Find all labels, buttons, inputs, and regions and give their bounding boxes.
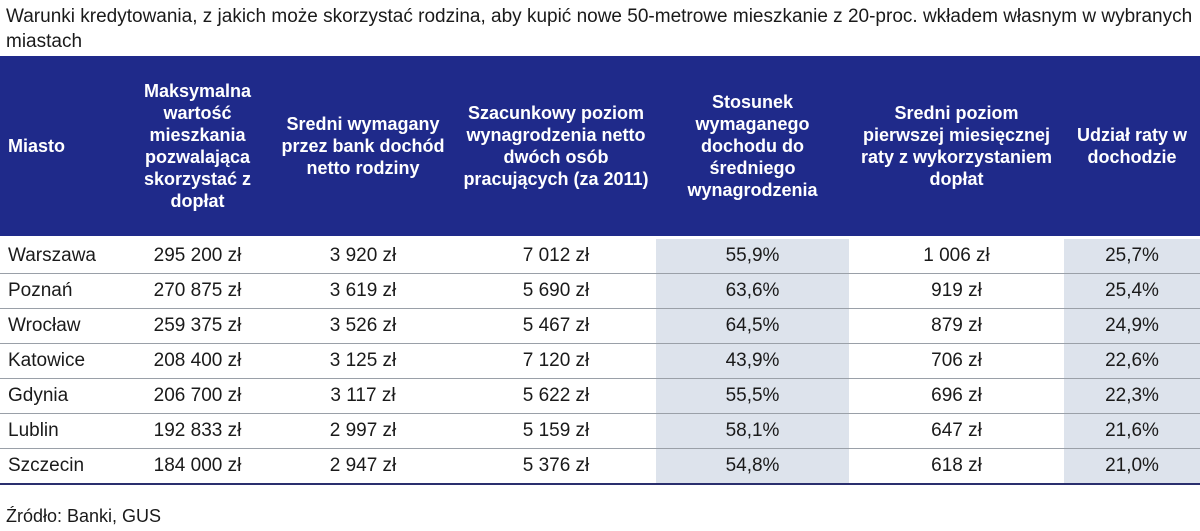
header-first-installment: Sredni poziom pierwszej miesięcznej raty… — [849, 56, 1064, 239]
table-row: Poznań 270 875 zł 3 619 zł 5 690 zł 63,6% 919… — [0, 273, 1200, 309]
cell-required-income: 3 920 zł — [270, 237, 456, 274]
cell-estimated-salary: 5 467 zł — [456, 308, 656, 344]
cell-city: Szczecin — [0, 448, 125, 485]
cell-required-income: 3 125 zł — [270, 343, 456, 379]
header-estimated-salary: Szacunkowy poziom wynagrodzenia netto dw… — [456, 56, 656, 239]
cell-max-value: 295 200 zł — [125, 237, 270, 274]
cell-city: Gdynia — [0, 378, 125, 414]
cell-income-ratio: 55,5% — [656, 378, 849, 414]
cell-required-income: 3 117 zł — [270, 378, 456, 414]
header-max-value: Maksymalna wartość mieszkania pozwalając… — [125, 56, 270, 239]
cell-first-installment: 879 zł — [849, 308, 1064, 344]
cell-city: Poznań — [0, 273, 125, 309]
cell-income-ratio: 58,1% — [656, 413, 849, 449]
cell-installment-share: 21,0% — [1064, 448, 1200, 485]
cell-city: Warszawa — [0, 237, 125, 274]
cell-first-installment: 696 zł — [849, 378, 1064, 414]
source-note: Źródło: Banki, GUS — [6, 506, 162, 526]
cell-city: Lublin — [0, 413, 125, 449]
cell-installment-share: 25,7% — [1064, 237, 1200, 274]
table-row: Katowice 208 400 zł 3 125 zł 7 120 zł 43,9% 7… — [0, 343, 1200, 379]
cell-max-value: 206 700 zł — [125, 378, 270, 414]
table-body: Warszawa 295 200 zł 3 920 zł 7 012 zł 55,9% 1… — [0, 237, 1200, 485]
cell-estimated-salary: 7 120 zł — [456, 343, 656, 379]
cell-max-value: 208 400 zł — [125, 343, 270, 379]
table-row: Warszawa 295 200 zł 3 920 zł 7 012 zł 55,9% 1… — [0, 237, 1200, 274]
cell-installment-share: 24,9% — [1064, 308, 1200, 344]
table-row: Szczecin 184 000 zł 2 947 zł 5 376 zł 54,8% 6… — [0, 448, 1200, 485]
cell-first-installment: 919 zł — [849, 273, 1064, 309]
cell-income-ratio: 43,9% — [656, 343, 849, 379]
cell-estimated-salary: 5 690 zł — [456, 273, 656, 309]
cell-required-income: 2 947 zł — [270, 448, 456, 485]
cell-city: Katowice — [0, 343, 125, 379]
header-required-income: Sredni wymagany przez bank dochód netto … — [270, 56, 456, 239]
table-row: Lublin 192 833 zł 2 997 zł 5 159 zł 58,1% 647… — [0, 413, 1200, 449]
credit-conditions-table: Miasto Maksymalna wartość mieszkania poz… — [0, 56, 1200, 485]
cell-max-value: 259 375 zł — [125, 308, 270, 344]
cell-installment-share: 22,3% — [1064, 378, 1200, 414]
table-title: Warunki kredytowania, z jakich może skor… — [6, 6, 1193, 52]
cell-first-installment: 706 zł — [849, 343, 1064, 379]
header-row: Miasto Maksymalna wartość mieszkania poz… — [0, 56, 1200, 239]
cell-city: Wrocław — [0, 308, 125, 344]
header-income-ratio: Stosunek wymaganego dochodu do średniego… — [656, 56, 849, 239]
cell-income-ratio: 54,8% — [656, 448, 849, 485]
cell-max-value: 192 833 zł — [125, 413, 270, 449]
cell-installment-share: 22,6% — [1064, 343, 1200, 379]
cell-required-income: 2 997 zł — [270, 413, 456, 449]
cell-installment-share: 25,4% — [1064, 273, 1200, 309]
cell-estimated-salary: 5 376 zł — [456, 448, 656, 485]
table-row: Wrocław 259 375 zł 3 526 zł 5 467 zł 64,5% 87… — [0, 308, 1200, 344]
header-city: Miasto — [0, 56, 125, 239]
header-installment-share: Udział raty w dochodzie — [1064, 56, 1200, 239]
cell-first-installment: 647 zł — [849, 413, 1064, 449]
cell-first-installment: 1 006 zł — [849, 237, 1064, 274]
cell-required-income: 3 526 zł — [270, 308, 456, 344]
cell-estimated-salary: 5 622 zł — [456, 378, 656, 414]
cell-installment-share: 21,6% — [1064, 413, 1200, 449]
cell-required-income: 3 619 zł — [270, 273, 456, 309]
cell-estimated-salary: 7 012 zł — [456, 237, 656, 274]
cell-estimated-salary: 5 159 zł — [456, 413, 656, 449]
table-row: Gdynia 206 700 zł 3 117 zł 5 622 zł 55,5% 696… — [0, 378, 1200, 414]
cell-income-ratio: 63,6% — [656, 273, 849, 309]
cell-max-value: 270 875 zł — [125, 273, 270, 309]
cell-max-value: 184 000 zł — [125, 448, 270, 485]
cell-income-ratio: 64,5% — [656, 308, 849, 344]
cell-income-ratio: 55,9% — [656, 237, 849, 274]
cell-first-installment: 618 zł — [849, 448, 1064, 485]
